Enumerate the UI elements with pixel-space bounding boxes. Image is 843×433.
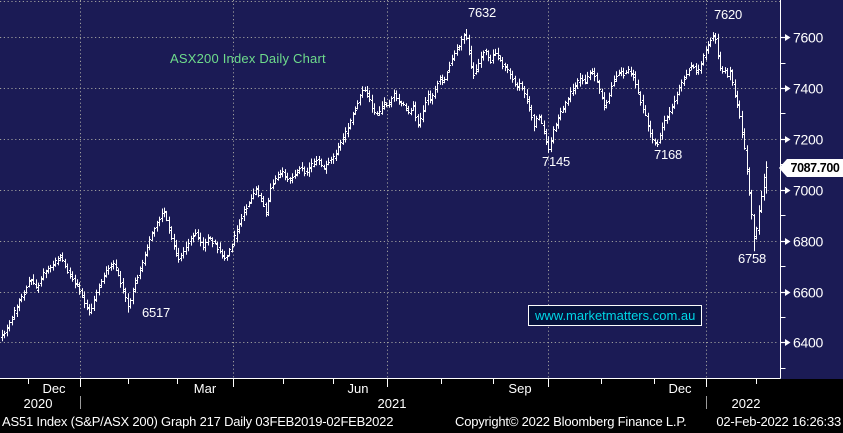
y-tick-arrow-icon	[785, 187, 791, 194]
x-axis-month-label: Mar	[193, 381, 217, 396]
status-instrument: AS51 Index (S&P/ASX 200) Graph 217 Daily…	[2, 414, 394, 429]
y-axis: 7600 7400 7200 7000 6800 6600 6400	[0, 0, 824, 379]
price-annotation: 7168	[653, 147, 683, 162]
y-tick-arrow-icon	[785, 85, 791, 92]
x-axis-year-label: 2022	[731, 396, 761, 411]
y-axis-tick-label: 6800	[793, 234, 823, 250]
y-axis-tick-label: 6400	[793, 335, 823, 351]
price-arrow-icon	[779, 159, 787, 177]
watermark-url[interactable]: www.marketmatters.com.au	[535, 308, 696, 323]
x-axis	[28, 379, 757, 387]
watermark-link[interactable]: www.marketmatters.com.au	[528, 305, 703, 326]
plot-area[interactable]	[0, 0, 843, 379]
y-axis-tick-label: 7000	[793, 183, 823, 199]
status-datetime: 02-Feb-2022 16:26:33	[716, 414, 841, 429]
y-tick-arrow-icon	[785, 34, 791, 41]
last-price-flag: 7087.700	[779, 159, 843, 177]
ohlc-bars	[1, 29, 768, 342]
status-copyright: Copyright© 2022 Bloomberg Finance L.P.	[455, 414, 687, 429]
y-axis-tick-label: 7400	[793, 81, 823, 97]
last-price-value: 7087.700	[787, 159, 843, 177]
y-tick-arrow-icon	[785, 339, 791, 346]
x-axis-month-label: Jun	[347, 381, 369, 396]
y-axis-tick-label: 6600	[793, 285, 823, 301]
y-tick-arrow-icon	[785, 136, 791, 143]
x-axis-year-label: 2020	[23, 396, 53, 411]
y-tick-arrow-icon	[785, 238, 791, 245]
price-annotation: 6517	[141, 305, 171, 320]
status-bar: AS51 Index (S&P/ASX 200) Graph 217 Daily…	[0, 413, 843, 433]
x-axis-year-label: 2021	[377, 396, 407, 411]
chart-title: ASX200 Index Daily Chart	[170, 51, 326, 66]
y-tick-arrow-icon	[785, 289, 791, 296]
gridlines	[0, 0, 780, 378]
y-axis-tick-label: 7200	[793, 132, 823, 148]
price-annotation: 7145	[541, 154, 571, 169]
x-axis-month-label: Dec	[668, 381, 692, 396]
y-axis-tick-label: 7600	[793, 30, 823, 46]
x-axis-month-label: Dec	[42, 381, 66, 396]
year-divider	[80, 396, 81, 409]
x-axis-month-label: Sep	[508, 381, 532, 396]
price-annotation: 7632	[467, 5, 497, 20]
year-divider	[706, 396, 707, 409]
price-annotation: 7620	[713, 7, 743, 22]
price-annotation: 6758	[737, 251, 767, 266]
